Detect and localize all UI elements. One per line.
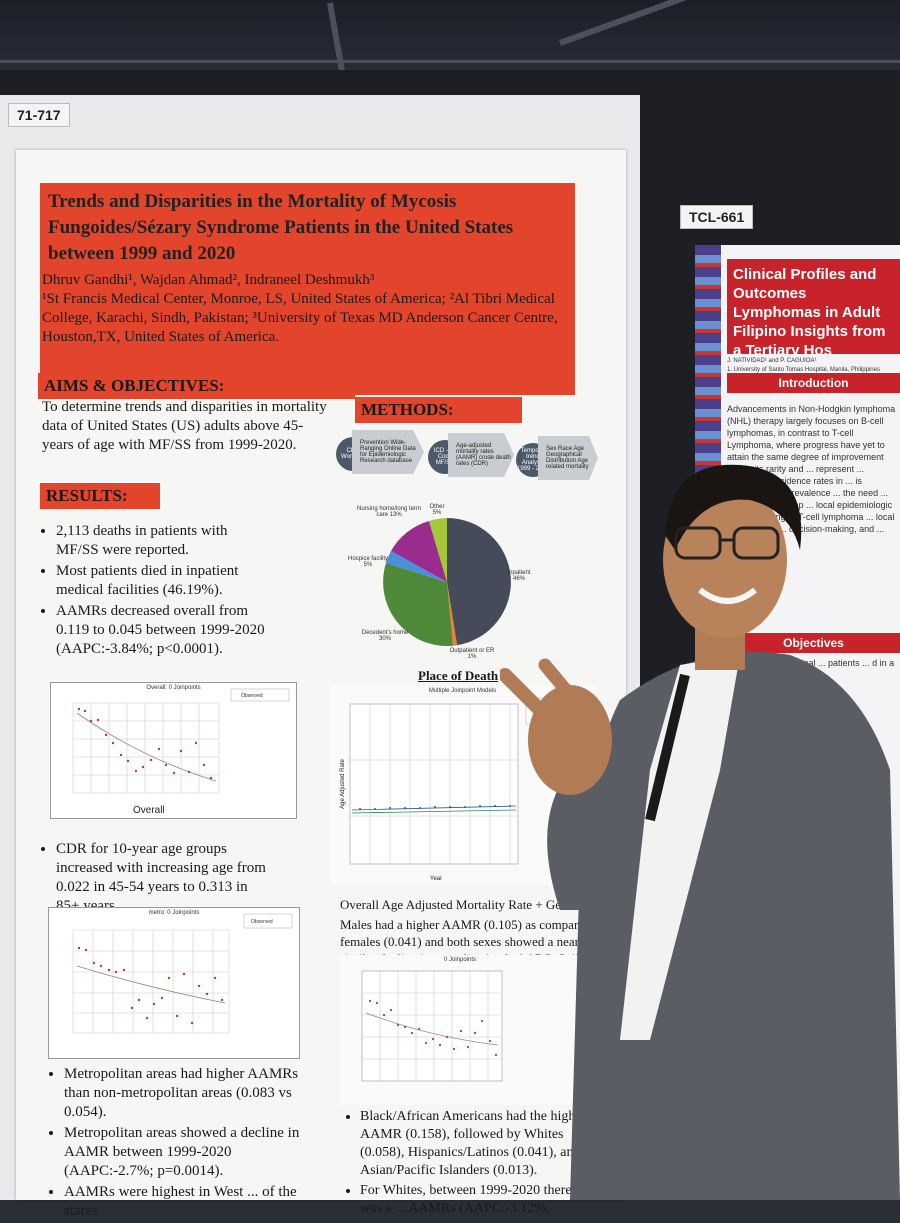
chart-title: Overall: 0 Joinpoints bbox=[146, 685, 201, 691]
pie-label-home: Decedent's home 30% bbox=[361, 630, 409, 642]
results-list: 2,113 deaths in patients with MF/SS were… bbox=[36, 522, 266, 661]
presenter-figure bbox=[500, 464, 900, 1200]
chart2-legend: Observed bbox=[251, 919, 273, 925]
pie-caption: Place of Death bbox=[418, 668, 499, 683]
metro-bullet: AAMRs were highest in West ... of the st… bbox=[64, 1183, 304, 1221]
method-arrow-3: Sex Race Age Geographical Distribution A… bbox=[538, 436, 598, 480]
results-bullet: Most patients died in inpatient medical … bbox=[56, 562, 266, 600]
pie-slice-home bbox=[383, 563, 453, 646]
ceiling-beam bbox=[0, 60, 900, 63]
hand bbox=[528, 685, 612, 795]
chart3-xlabel: Year bbox=[430, 876, 443, 882]
pie-label-inpatient: Inpatient 46% bbox=[507, 570, 531, 582]
poster-affiliations: ¹St Francis Medical Center, Monroe, LS, … bbox=[42, 291, 558, 345]
chart1-legend: Observed bbox=[241, 693, 263, 699]
head bbox=[663, 482, 787, 638]
pie-slice-inpatient bbox=[447, 518, 511, 646]
chart-title: metro: 0 Joinpoints bbox=[148, 910, 200, 916]
pie-label-hospice: Hospice facility 5% bbox=[348, 556, 389, 568]
metro-bullet: Metropolitan areas showed a decline in A… bbox=[64, 1124, 304, 1181]
shirt bbox=[620, 655, 740, 1040]
pie-label-other: Other 5% bbox=[429, 504, 445, 516]
results-bullet: 2,113 deaths in patients with MF/SS were… bbox=[56, 522, 266, 560]
overall-trend-plot: Observed bbox=[72, 688, 290, 794]
pie-label-outpatient: Outpatient or ER 1% bbox=[449, 648, 495, 660]
hair bbox=[665, 464, 802, 550]
metro-trend-chart: metro: 0 Joinpoints Observed bbox=[48, 907, 300, 1059]
poster-authors-block: Dhruv Gandhi¹, Wajdan Ahmad², Indraneel … bbox=[42, 271, 572, 347]
chart-title: Multiple Joinpoint Models bbox=[428, 688, 497, 694]
cdr-bullet: CDR for 10-year age groups increased wit… bbox=[56, 840, 271, 916]
pie-slice-nursing bbox=[391, 521, 447, 582]
race-trend-plot bbox=[361, 970, 503, 1082]
adjacent-poster-title: Clinical Profiles and Outcomes Lymphomas… bbox=[727, 259, 900, 359]
adjacent-intro-text: Advancements in Non-Hodgkin lymphoma (NH… bbox=[727, 404, 896, 546]
adjacent-poster-authors: J. NATIVIDAD¹ and P. CAGUIOA¹ bbox=[727, 358, 817, 364]
method-arrow-1: Prevention Wide-Ranging Online Data for … bbox=[352, 430, 424, 474]
metro-list: Metropolitan areas had higher AAMRs than… bbox=[44, 1065, 304, 1223]
race-bullet: Black/African Americans had the highest … bbox=[360, 1108, 595, 1180]
suit-jacket bbox=[570, 652, 900, 1200]
overall-trend-chart: Overall: 0 Joinpoints Observed Overall bbox=[50, 682, 297, 819]
chart-title: 0 Joinpoints bbox=[443, 957, 477, 963]
method-arrow-2: Age-adjusted mortality rates (AAMR) crud… bbox=[448, 433, 514, 477]
adjacent-objectives-heading: Objectives bbox=[727, 633, 900, 653]
gender-heading: Overall Age Adjusted Mortality Rate + Ge… bbox=[340, 897, 585, 912]
metro-trend-plot: Observed bbox=[72, 913, 293, 1034]
glasses-icon bbox=[674, 526, 780, 560]
poster-authors: Dhruv Gandhi¹, Wajdan Ahmad², Indraneel … bbox=[42, 272, 375, 288]
adjacent-intro-heading: Introduction bbox=[727, 373, 900, 393]
results-heading: RESULTS: bbox=[40, 483, 160, 509]
aims-heading: AIMS & OBJECTIVES: bbox=[38, 373, 355, 399]
poster-title: Trends and Disparities in the Mortality … bbox=[48, 191, 514, 264]
pie-slice-hospice bbox=[386, 551, 447, 582]
lanyard bbox=[645, 673, 690, 822]
chart3-ylabel: Age Adjusted Rate bbox=[339, 759, 346, 809]
title-box: Trends and Disparities in the Mortality … bbox=[40, 183, 575, 395]
adjacent-poster-affiliation: 1. University of Santo Tomas Hospital, M… bbox=[727, 367, 880, 373]
methods-heading: METHODS: bbox=[355, 397, 522, 423]
suit-sleeve bbox=[547, 770, 620, 910]
race-trend-chart: 0 Joinpoints bbox=[340, 955, 580, 1105]
smile bbox=[698, 587, 757, 604]
cdr-list: CDR for 10-year age groups increased wit… bbox=[36, 840, 271, 918]
metro-bullet: Metropolitan areas had higher AAMRs than… bbox=[64, 1065, 304, 1122]
booth-tag-left: 71-717 bbox=[8, 103, 70, 127]
place-of-death-pie bbox=[383, 518, 511, 646]
aims-text: To determine trends and disparities in m… bbox=[42, 399, 327, 453]
pie-slice-outpatient bbox=[447, 582, 457, 646]
chart1-caption: Overall bbox=[133, 805, 165, 816]
pointing-finger bbox=[500, 668, 547, 717]
booth-tag-right: TCL-661 bbox=[680, 205, 754, 229]
results-bullet: AAMRs decreased overall from 0.119 to 0.… bbox=[56, 602, 266, 659]
ceiling-beam bbox=[558, 0, 881, 46]
pointing-finger bbox=[538, 658, 577, 702]
adjacent-objectives-text: ... describe the clinical ... patients .… bbox=[727, 658, 895, 668]
pie-slice-other bbox=[429, 518, 447, 582]
pie-label-nursing: Nursing home/long term care 13% bbox=[356, 506, 422, 518]
